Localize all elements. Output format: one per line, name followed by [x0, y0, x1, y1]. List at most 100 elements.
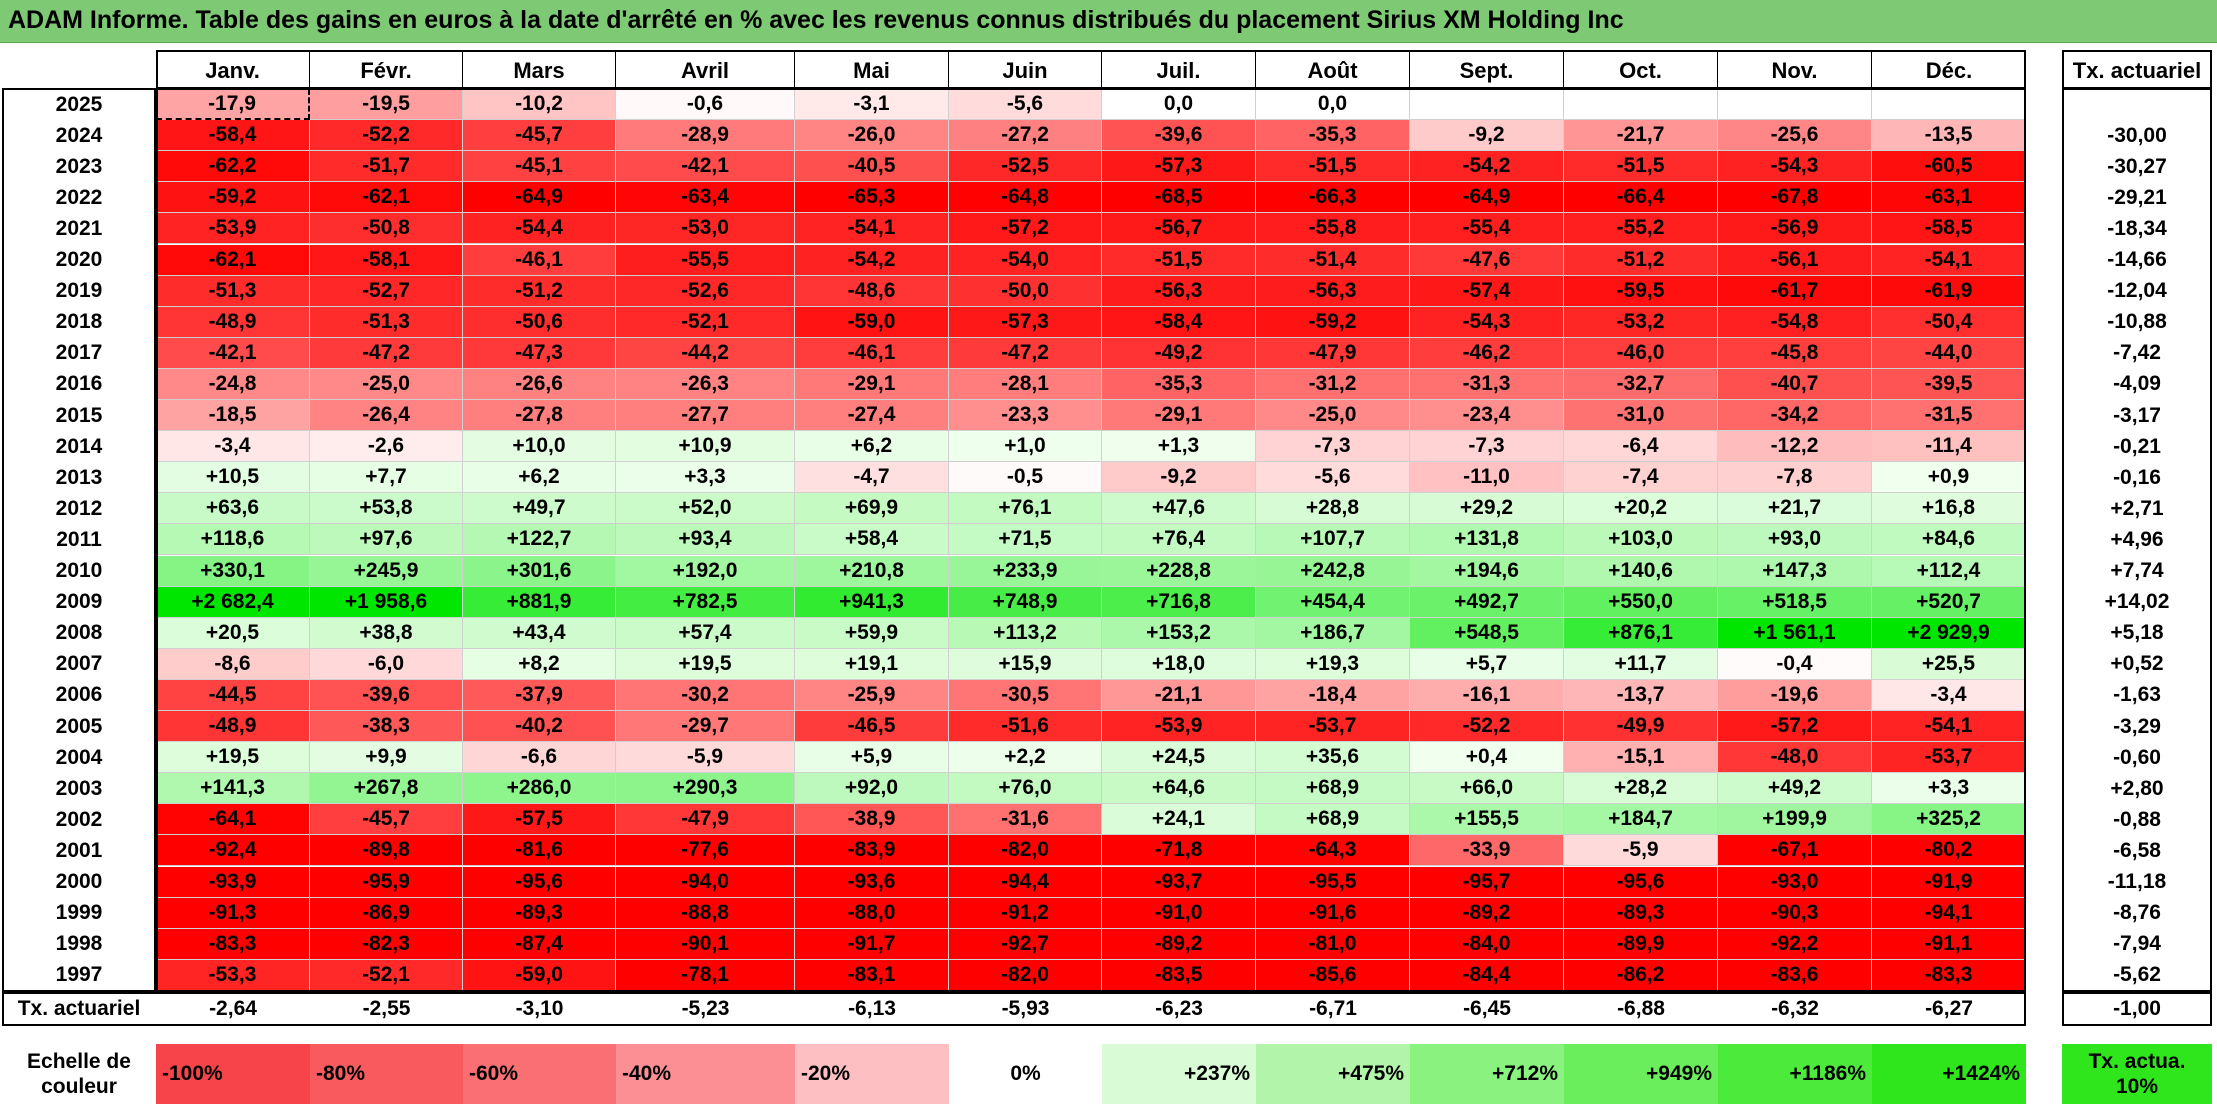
heatmap-cell: -39,6 — [1102, 120, 1256, 152]
heatmap-cell: -58,4 — [1102, 306, 1256, 338]
heatmap-cell: +210,8 — [795, 555, 949, 587]
heatmap-cell: -7,4 — [1564, 462, 1718, 494]
heatmap-cell: -83,3 — [156, 928, 310, 960]
annual-rate-cell: -3,29 — [2113, 714, 2161, 738]
month-header: Oct. — [1564, 52, 1718, 89]
heatmap-cell: -56,9 — [1718, 213, 1872, 245]
heatmap-cell: -17,9 — [156, 89, 310, 121]
heatmap-cell: +71,5 — [949, 524, 1102, 556]
heatmap-cell: -67,1 — [1718, 835, 1872, 867]
heatmap-cell: -47,2 — [949, 337, 1102, 369]
heatmap-cell: -53,2 — [1564, 306, 1718, 338]
year-label: 2019 — [55, 279, 103, 303]
heatmap-cell: -66,3 — [1256, 182, 1410, 214]
year-label: 2010 — [55, 559, 103, 583]
heatmap-cell: -82,3 — [310, 928, 463, 960]
heatmap-cell: +716,8 — [1102, 586, 1256, 618]
heatmap-cell: -50,4 — [1872, 306, 2026, 338]
heatmap-cell: +454,4 — [1256, 586, 1410, 618]
heatmap-cell: -25,0 — [310, 368, 463, 400]
heatmap-cell: -86,9 — [310, 897, 463, 929]
heatmap-cell: +93,0 — [1718, 524, 1872, 556]
heatmap-cell: +6,2 — [463, 462, 616, 494]
heatmap-cell: +63,6 — [156, 493, 310, 525]
heatmap-cell: +147,3 — [1718, 555, 1872, 587]
annual-rate-cell: +2,71 — [2110, 496, 2164, 520]
heatmap-cell: +233,9 — [949, 555, 1102, 587]
heatmap-cell: -21,1 — [1102, 679, 1256, 711]
annual-rate-cell: -0,16 — [2113, 465, 2161, 489]
heatmap-cell: -89,3 — [1564, 897, 1718, 929]
heatmap-cell: +49,2 — [1718, 773, 1872, 805]
heatmap-cell: -62,2 — [156, 151, 310, 183]
heatmap-cell: +1 958,6 — [310, 586, 463, 618]
heatmap-cell: -0,6 — [616, 89, 795, 121]
heatmap-cell: -3,4 — [156, 431, 310, 463]
annual-rate-cell: -4,09 — [2113, 372, 2161, 396]
heatmap-cell: -27,2 — [949, 120, 1102, 152]
heatmap-cell: -11,4 — [1872, 431, 2026, 463]
heatmap-cell: -91,6 — [1256, 897, 1410, 929]
heatmap-cell: -52,2 — [310, 120, 463, 152]
heatmap-cell: -51,4 — [1256, 244, 1410, 276]
annual-rate-cell: -8,76 — [2113, 901, 2161, 925]
year-label: 2014 — [55, 434, 103, 458]
heatmap-cell: -54,4 — [463, 213, 616, 245]
heatmap-cell: -91,1 — [1872, 928, 2026, 960]
heatmap-cell: +19,5 — [616, 648, 795, 680]
heatmap-cell: +782,5 — [616, 586, 795, 618]
year-label: 2001 — [55, 838, 103, 862]
heatmap-cell: -51,7 — [310, 151, 463, 183]
year-label: 1998 — [55, 932, 103, 956]
heatmap-cell: -95,9 — [310, 866, 463, 898]
heatmap-cell: +29,2 — [1410, 493, 1564, 525]
month-header: Déc. — [1925, 57, 1973, 83]
heatmap-cell: -57,2 — [949, 213, 1102, 245]
heatmap-cell: -55,2 — [1564, 213, 1718, 245]
heatmap-cell: -28,9 — [616, 120, 795, 152]
heatmap-cell: +8,2 — [463, 648, 616, 680]
heatmap-cell: -93,0 — [1718, 866, 1872, 898]
heatmap-cell: +53,8 — [310, 493, 463, 525]
annual-rate-cell: +2,80 — [2110, 776, 2164, 800]
year-label: 2008 — [55, 621, 103, 645]
heatmap-cell: -94,0 — [616, 866, 795, 898]
annual-rate-cell: -29,21 — [2107, 185, 2167, 209]
heatmap-cell: +64,6 — [1102, 773, 1256, 805]
heatmap-cell: -5,6 — [1256, 462, 1410, 494]
footer-rate-cell: -2,55 — [362, 996, 411, 1020]
scale-step: +712% — [1410, 1044, 1564, 1104]
heatmap-cell: -51,3 — [156, 275, 310, 307]
scale-step: -20% — [795, 1044, 949, 1104]
heatmap-cell — [1410, 89, 1564, 121]
heatmap-cell: +0,9 — [1872, 462, 2026, 494]
heatmap-cell: -0,4 — [1718, 648, 1872, 680]
heatmap-cell: +941,3 — [795, 586, 949, 618]
heatmap-cell: -3,4 — [1872, 679, 2026, 711]
year-label: 2022 — [55, 185, 103, 209]
heatmap-cell: +881,9 — [463, 586, 616, 618]
heatmap-cell: -27,7 — [616, 400, 795, 432]
heatmap-cell: -46,1 — [795, 337, 949, 369]
heatmap-cell: -21,7 — [1564, 120, 1718, 152]
heatmap-cell: -25,9 — [795, 679, 949, 711]
scale-step: +1186% — [1718, 1044, 1872, 1104]
heatmap-cell: +16,8 — [1872, 493, 2026, 525]
page-title: ADAM Informe. Table des gains en euros à… — [8, 6, 1624, 34]
heatmap-cell: +10,5 — [156, 462, 310, 494]
heatmap-cell: -10,2 — [463, 89, 616, 121]
heatmap-cell: -87,4 — [463, 928, 616, 960]
heatmap-cell: -53,7 — [1256, 711, 1410, 743]
annual-rate-cell: -1,63 — [2113, 683, 2161, 707]
year-label: 1997 — [55, 963, 103, 987]
heatmap-cell: +2 929,9 — [1872, 617, 2026, 649]
heatmap-cell: -5,9 — [616, 742, 795, 774]
heatmap-cell: -56,3 — [1102, 275, 1256, 307]
heatmap-cell: -89,2 — [1410, 897, 1564, 929]
heatmap-cell: +267,8 — [310, 773, 463, 805]
heatmap-cell: -33,9 — [1410, 835, 1564, 867]
heatmap-cell: +184,7 — [1564, 804, 1718, 836]
heatmap-cell: +18,0 — [1102, 648, 1256, 680]
year-label: 2021 — [55, 216, 103, 240]
annual-rate-cell: -5,62 — [2113, 963, 2161, 987]
